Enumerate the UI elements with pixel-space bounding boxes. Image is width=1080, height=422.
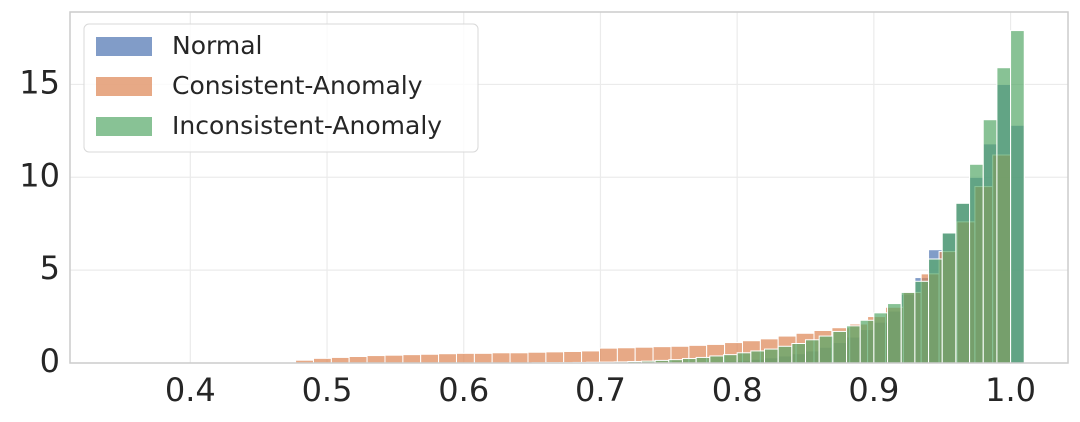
y-tick-label: 10 <box>19 156 60 194</box>
bar <box>805 339 820 364</box>
bar <box>722 354 738 364</box>
bar <box>832 330 848 364</box>
bar <box>818 335 834 364</box>
bar <box>1010 30 1025 364</box>
bar <box>709 355 724 364</box>
bar <box>873 312 889 364</box>
bar <box>859 319 875 364</box>
bar <box>348 356 368 364</box>
bar <box>791 343 807 364</box>
bar <box>402 354 422 364</box>
bar <box>330 356 350 364</box>
x-tick-label: 0.8 <box>712 371 763 409</box>
bar <box>777 345 793 364</box>
bar <box>969 163 984 364</box>
bar <box>900 291 916 364</box>
bar <box>581 350 600 364</box>
plot-frame <box>69 11 1069 364</box>
x-tick-label: 0.9 <box>848 371 899 409</box>
ticks: 0.4 0.5 0.6 0.7 0.8 0.9 1.0 0 5 10 15 <box>19 63 1036 409</box>
bar <box>750 350 765 364</box>
bar <box>420 353 440 364</box>
legend-label: Normal <box>172 31 262 60</box>
bar <box>763 348 779 364</box>
x-tick-label: 1.0 <box>985 371 1036 409</box>
bar <box>509 352 529 364</box>
bar <box>366 355 386 364</box>
x-tick-label: 0.5 <box>302 371 353 409</box>
bar <box>563 350 583 364</box>
bar <box>941 232 957 364</box>
bar <box>455 352 475 364</box>
bar <box>887 303 902 364</box>
legend-swatch <box>96 77 152 96</box>
bar <box>982 119 998 364</box>
bar <box>545 351 565 364</box>
legend-label: Consistent-Anomaly <box>172 71 423 100</box>
y-tick-label: 15 <box>19 63 60 101</box>
x-tick-label: 0.6 <box>438 371 489 409</box>
bar <box>616 347 636 364</box>
x-tick-label: 0.4 <box>165 371 216 409</box>
bar <box>438 353 457 364</box>
legend-swatch <box>96 117 152 136</box>
bar <box>928 258 943 364</box>
y-tick-label: 0 <box>40 342 60 380</box>
legend-label: Inconsistent-Anomaly <box>172 111 442 140</box>
bar <box>598 347 618 364</box>
bar <box>736 352 752 364</box>
bar <box>846 325 861 364</box>
bar <box>527 351 547 364</box>
bar <box>914 280 930 364</box>
x-tick-label: 0.7 <box>575 371 626 409</box>
bar <box>996 67 1012 364</box>
bar <box>634 346 654 364</box>
bar <box>955 202 971 364</box>
legend-box <box>83 23 479 153</box>
legend-swatch <box>96 37 152 56</box>
bar <box>695 356 711 364</box>
y-tick-label: 5 <box>40 249 60 287</box>
bar <box>473 352 493 364</box>
bars <box>295 30 1025 364</box>
bar <box>491 352 511 364</box>
bar <box>384 354 404 364</box>
legend: Normal Consistent-Anomaly Inconsistent-Ano… <box>83 23 479 153</box>
